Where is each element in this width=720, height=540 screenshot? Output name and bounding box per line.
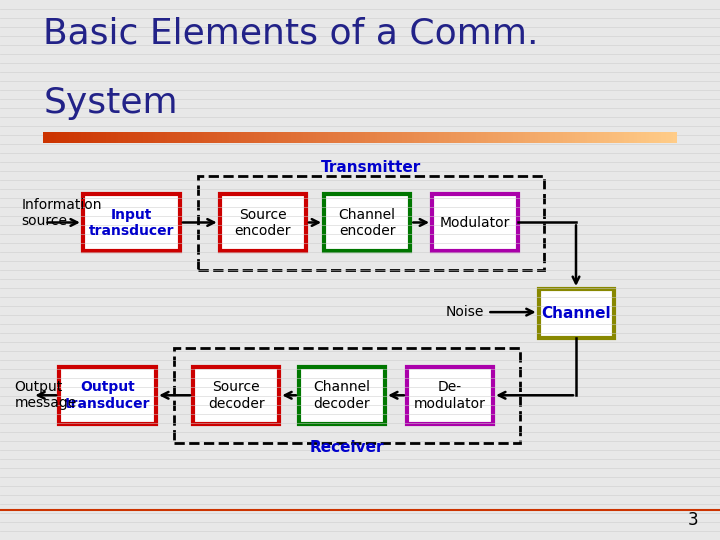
Text: Channel
decoder: Channel decoder xyxy=(313,381,371,410)
Text: Source
encoder: Source encoder xyxy=(235,208,291,238)
FancyBboxPatch shape xyxy=(220,194,306,251)
Text: Source
decoder: Source decoder xyxy=(208,381,264,410)
Text: Channel
encoder: Channel encoder xyxy=(338,208,396,238)
FancyBboxPatch shape xyxy=(83,194,180,251)
FancyBboxPatch shape xyxy=(432,194,518,251)
FancyBboxPatch shape xyxy=(59,367,156,424)
Text: Modulator: Modulator xyxy=(440,216,510,229)
Text: Output
transducer: Output transducer xyxy=(65,381,150,410)
Text: Input
transducer: Input transducer xyxy=(89,208,174,238)
FancyBboxPatch shape xyxy=(539,289,614,338)
Text: Basic Elements of a Comm.: Basic Elements of a Comm. xyxy=(43,16,539,50)
Text: Receiver: Receiver xyxy=(310,440,384,455)
Text: De-
modulator: De- modulator xyxy=(414,381,486,410)
Text: Output
message: Output message xyxy=(14,380,76,410)
FancyBboxPatch shape xyxy=(193,367,279,424)
Text: Noise: Noise xyxy=(446,305,484,319)
Text: 3: 3 xyxy=(688,511,698,529)
Text: Channel: Channel xyxy=(541,306,611,321)
FancyBboxPatch shape xyxy=(407,367,493,424)
FancyBboxPatch shape xyxy=(324,194,410,251)
Text: Information
source: Information source xyxy=(22,198,102,228)
FancyBboxPatch shape xyxy=(299,367,385,424)
Text: System: System xyxy=(43,86,178,120)
Text: Transmitter: Transmitter xyxy=(320,160,421,175)
